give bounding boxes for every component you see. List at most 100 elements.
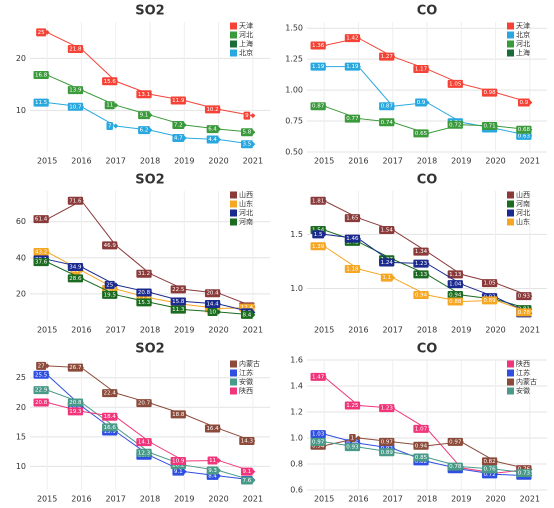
y-tick-label: 1.00: [285, 86, 303, 95]
data-label-text: 4.7: [174, 135, 183, 141]
data-label-text: 0.78: [449, 464, 462, 470]
y-tick-label: 0.50: [285, 148, 303, 157]
data-label: 6.4: [206, 125, 219, 134]
data-label: 0.87: [310, 102, 326, 111]
data-label: 25: [36, 28, 47, 37]
y-tick-label: 1.50: [285, 24, 303, 33]
x-tick-label: 2015: [314, 157, 334, 166]
data-label-text: 1.34: [415, 249, 428, 255]
data-label-box: [136, 269, 152, 278]
data-label: 14.4: [204, 300, 221, 309]
data-label-box: [240, 467, 253, 476]
data-label-box: [67, 263, 84, 272]
data-label: 10: [207, 307, 218, 316]
x-tick-label: 2019: [451, 495, 471, 504]
data-label-box: [344, 234, 361, 243]
data-label-text: 12.4: [241, 305, 254, 311]
data-label-box: [344, 62, 361, 71]
data-label-box: [207, 307, 218, 316]
data-label-text: 25: [106, 282, 113, 288]
data-label: 1.18: [344, 265, 361, 273]
data-label-box: [170, 457, 186, 466]
data-label-text: 17.8: [138, 295, 151, 301]
data-label-text: 1.23: [415, 261, 428, 267]
data-label: 11: [104, 101, 115, 110]
data-label: 0.78: [447, 462, 463, 471]
x-tick-label: 2020: [208, 157, 228, 166]
data-label: 0.89: [379, 448, 395, 457]
data-label: 6.2: [138, 126, 150, 135]
data-label-text: 0.71: [483, 124, 495, 130]
legend-label: 天津: [516, 22, 530, 30]
data-label: 1.39: [310, 242, 326, 251]
data-label-text: 10.2: [206, 107, 218, 113]
data-label-box: [239, 436, 255, 445]
data-label: 26.7: [67, 363, 84, 372]
y-tick-label: 1.4: [290, 382, 303, 391]
data-label-text: 37.6: [35, 260, 48, 266]
x-tick-label: 2019: [174, 326, 194, 335]
data-label-text: 6.2: [140, 128, 149, 134]
data-label: 11.5: [33, 98, 49, 107]
data-label: 28.6: [67, 274, 84, 283]
data-label-text: 0.89: [381, 450, 394, 456]
data-label-text: 27: [38, 363, 45, 369]
x-tick-label: 2017: [106, 495, 126, 504]
legend-label: 河北: [516, 40, 530, 48]
legend-swatch: [230, 209, 237, 217]
data-label-text: 18.8: [172, 412, 185, 418]
legend-swatch: [230, 387, 237, 395]
data-label-box: [310, 372, 326, 381]
y-tick-label: 1.0: [290, 284, 303, 293]
data-label-text: 15.6: [104, 79, 117, 85]
data-label-box: [138, 126, 150, 135]
x-tick-label: 2020: [485, 326, 505, 335]
data-label-text: 1.5: [314, 232, 323, 238]
data-label-text: 25.5: [35, 372, 48, 378]
data-label-box: [67, 363, 84, 372]
data-label: 9.1: [138, 111, 150, 120]
data-label: 0.94: [447, 291, 463, 299]
data-label-text: 7: [108, 124, 112, 130]
legend-label: 内蒙古: [516, 377, 537, 386]
data-label: 27: [36, 361, 47, 370]
data-label-text: 22.5: [172, 287, 185, 293]
data-label: 25.5: [33, 370, 49, 379]
data-label: 11.9: [170, 96, 186, 105]
data-label: 0.74: [379, 118, 395, 127]
data-label: 10.2: [204, 105, 221, 114]
legend-label: 河北: [239, 31, 253, 39]
x-tick-label: 2021: [520, 157, 540, 166]
data-label-text: 1: [351, 436, 355, 442]
data-label-text: 0.68: [518, 127, 531, 133]
data-label-box: [204, 424, 221, 433]
marker: [113, 123, 119, 129]
data-label: 0.93: [344, 443, 361, 452]
data-label-box: [310, 196, 326, 205]
data-label-box: [413, 65, 429, 74]
data-label: 20.8: [136, 288, 152, 297]
data-label-box: [67, 45, 84, 54]
data-label-box: [204, 105, 221, 114]
data-label-box: [379, 102, 395, 111]
data-label: 18.8: [170, 410, 186, 419]
data-label-text: 11.3: [172, 307, 185, 313]
legend-label: 江苏: [239, 368, 253, 377]
data-label-text: 0.65: [415, 131, 428, 137]
data-label: 10.9: [170, 457, 186, 466]
data-label-text: 20.8: [35, 400, 48, 406]
data-label-text: 1.1: [382, 275, 391, 281]
data-label-text: 0.78: [518, 310, 531, 316]
data-label-text: 8.4: [242, 312, 251, 318]
legend-label: 山东: [239, 199, 253, 208]
data-label-text: 0.77: [346, 116, 359, 122]
legend-label: 天津: [239, 22, 253, 30]
legend-swatch: [230, 218, 237, 226]
data-label-box: [310, 430, 326, 439]
data-label: 1.25: [344, 401, 361, 410]
data-label-box: [379, 404, 395, 413]
data-label-text: 0.82: [415, 459, 427, 465]
data-label-box: [172, 133, 185, 142]
data-label: 0.89: [481, 296, 498, 305]
data-label-box: [67, 196, 84, 205]
